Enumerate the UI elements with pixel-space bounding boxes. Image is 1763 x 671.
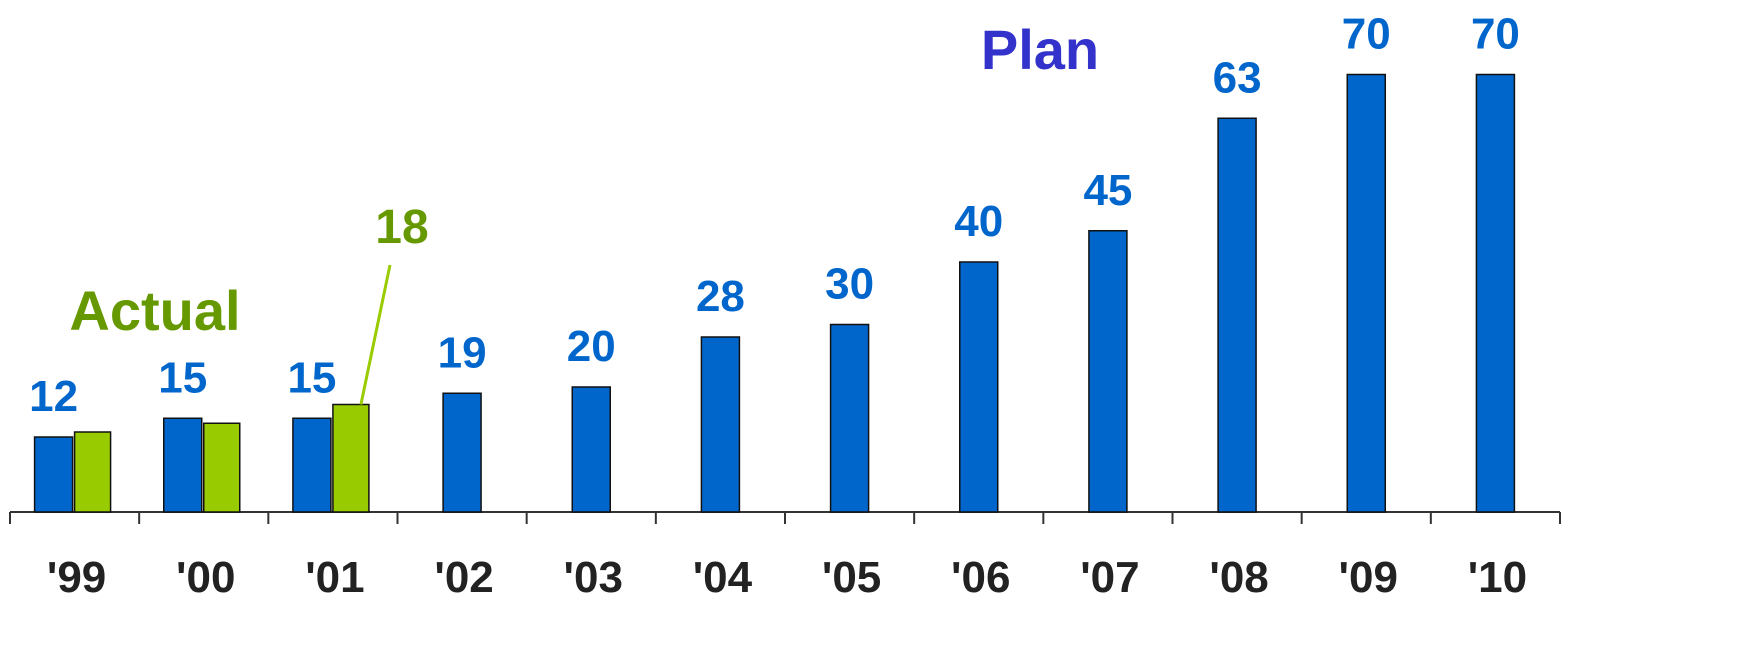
plan-bar-2 xyxy=(292,417,332,513)
plan-bar-10 xyxy=(1346,73,1386,513)
x-tick-label-5: '04 xyxy=(693,553,753,602)
actual-bar-0 xyxy=(73,431,112,513)
x-tick-label-4: '03 xyxy=(564,553,623,602)
x-tick-label-0: '99 xyxy=(47,553,106,602)
plan-value-label-4: 20 xyxy=(567,322,616,371)
x-tick-label-11: '10 xyxy=(1468,553,1527,602)
tick-labels: '99 '00 '01 '02 '03 '04 '05 '06 '07 '08 '09 '10 xyxy=(47,553,1527,602)
actual-callout-leader xyxy=(359,264,392,405)
plan-value-label-0: 12 xyxy=(29,372,78,421)
plan-bar-1 xyxy=(163,417,203,513)
plan-value-label-5: 28 xyxy=(696,272,745,321)
plan-bar-4 xyxy=(571,386,611,513)
x-tick-label-3: '02 xyxy=(434,553,493,602)
plan-bar-9 xyxy=(1217,117,1257,513)
plan-value-label-7: 40 xyxy=(954,197,1003,246)
plan-value-label-9: 63 xyxy=(1213,53,1262,102)
legend-plan: Plan xyxy=(981,18,1099,81)
x-tick-label-9: '08 xyxy=(1209,553,1268,602)
legend-actual: Actual xyxy=(69,279,240,342)
plan-value-label-1: 15 xyxy=(158,353,207,402)
x-tick-label-6: '05 xyxy=(822,553,881,602)
plan-value-label-11: 70 xyxy=(1471,10,1520,59)
plan-bar-7 xyxy=(959,261,999,513)
plan-bar-8 xyxy=(1088,230,1128,513)
bars xyxy=(33,73,1516,513)
x-tick-label-2: '01 xyxy=(305,553,364,602)
plan-value-label-8: 45 xyxy=(1083,166,1132,215)
plan-bar-11 xyxy=(1475,73,1516,513)
plan-value-label-10: 70 xyxy=(1342,10,1391,59)
actual-bar-2 xyxy=(332,403,370,513)
actual-callout-label: 18 xyxy=(375,201,428,254)
plan-value-label-2: 15 xyxy=(287,353,336,402)
x-axis xyxy=(9,511,1561,524)
plan-bar-3 xyxy=(442,392,482,513)
x-tick-label-1: '00 xyxy=(176,553,235,602)
actual-bar-1 xyxy=(203,422,241,513)
x-tick-label-8: '07 xyxy=(1080,553,1139,602)
plan-value-label-6: 30 xyxy=(825,260,874,309)
x-tick-label-7: '06 xyxy=(951,553,1010,602)
plan-value-label-3: 19 xyxy=(438,328,487,377)
plan-bar-0 xyxy=(33,436,74,513)
plan-bar-5 xyxy=(700,336,741,513)
plan-bar-6 xyxy=(829,323,870,513)
value-labels: 12 15 15 19 20 28 30 40 45 63 70 70 xyxy=(29,10,1520,422)
x-tick-label-10: '09 xyxy=(1339,553,1398,602)
